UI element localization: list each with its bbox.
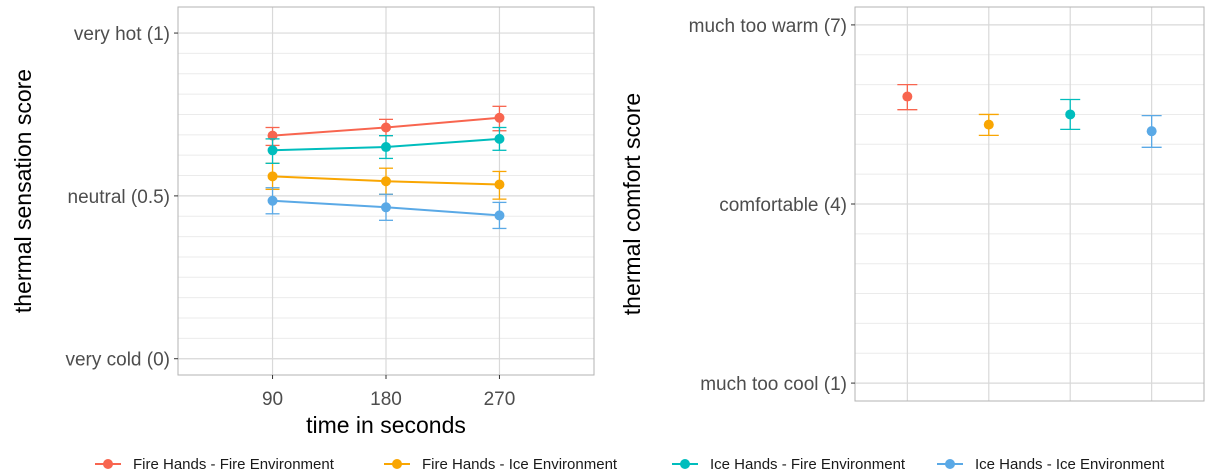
sensation-x-tick-label: 270	[484, 389, 516, 410]
comfort-point	[1065, 109, 1076, 120]
comfort-y-ticks: much too warm (7) comfortable (4) much too…	[689, 16, 855, 395]
sensation-point	[267, 171, 278, 182]
legend-key-point	[945, 459, 955, 469]
sensation-point	[494, 210, 505, 221]
sensation-point	[494, 133, 505, 144]
sensation-series	[265, 162, 507, 200]
comfort-series	[978, 113, 999, 136]
sensation-point	[267, 195, 278, 206]
sensation-point	[381, 176, 391, 187]
comfort-point	[1146, 126, 1157, 137]
comfort-y-tick-label: comfortable (4)	[719, 195, 847, 216]
sensation-x-tick-label: 90	[262, 389, 283, 410]
sensation-point	[381, 202, 391, 213]
sensation-y-tick-label: very cold (0)	[65, 350, 170, 371]
comfort-point	[902, 91, 913, 102]
comfort-series	[1060, 98, 1081, 131]
legend-item: Ice Hands - Ice Environment	[937, 456, 1165, 473]
legend-item: Fire Hands - Fire Environment	[95, 456, 335, 473]
comfort-panel: much too warm (7) comfortable (4) much too…	[619, 6, 1205, 402]
sensation-series	[265, 126, 507, 164]
legend: Fire Hands - Fire Environment Fire Hands …	[95, 456, 1165, 473]
legend-key-point	[392, 459, 402, 469]
comfort-marks	[897, 83, 1162, 148]
legend-item: Ice Hands - Fire Environment	[672, 456, 906, 473]
sensation-point	[494, 112, 505, 123]
legend-key-point	[103, 459, 113, 469]
sensation-point	[381, 122, 391, 133]
sensation-panel: very hot (1) neutral (0.5) very cold (0) 9…	[10, 6, 595, 438]
sensation-point	[381, 142, 391, 153]
comfort-grid	[855, 7, 1204, 401]
sensation-point	[494, 179, 505, 190]
legend-key-point	[680, 459, 690, 469]
comfort-point	[983, 119, 994, 130]
sensation-grid	[178, 7, 594, 375]
sensation-y-tick-label: neutral (0.5)	[68, 187, 170, 208]
comfort-y-axis-title: thermal comfort score	[619, 93, 645, 315]
sensation-series	[265, 187, 507, 230]
sensation-y-tick-label: very hot (1)	[74, 24, 170, 45]
sensation-y-axis-title: thermal sensation score	[10, 69, 36, 313]
comfort-series	[1141, 114, 1162, 148]
sensation-y-ticks: very hot (1) neutral (0.5) very cold (0)	[65, 24, 178, 371]
sensation-point	[267, 145, 278, 156]
legend-label: Ice Hands - Ice Environment	[975, 456, 1165, 473]
comfort-series	[897, 83, 918, 111]
sensation-point	[267, 130, 278, 141]
sensation-marks	[265, 105, 507, 230]
sensation-series	[265, 105, 507, 147]
legend-label: Fire Hands - Fire Environment	[133, 456, 335, 473]
comfort-y-tick-label: much too cool (1)	[700, 374, 847, 395]
sensation-x-axis-title: time in seconds	[306, 412, 466, 438]
comfort-y-tick-label: much too warm (7)	[689, 16, 847, 37]
legend-item: Fire Hands - Ice Environment	[384, 456, 618, 473]
sensation-x-tick-label: 180	[370, 389, 402, 410]
legend-label: Ice Hands - Fire Environment	[710, 456, 906, 473]
legend-label: Fire Hands - Ice Environment	[422, 456, 618, 473]
sensation-x-ticks: 90 180 270	[262, 375, 515, 410]
